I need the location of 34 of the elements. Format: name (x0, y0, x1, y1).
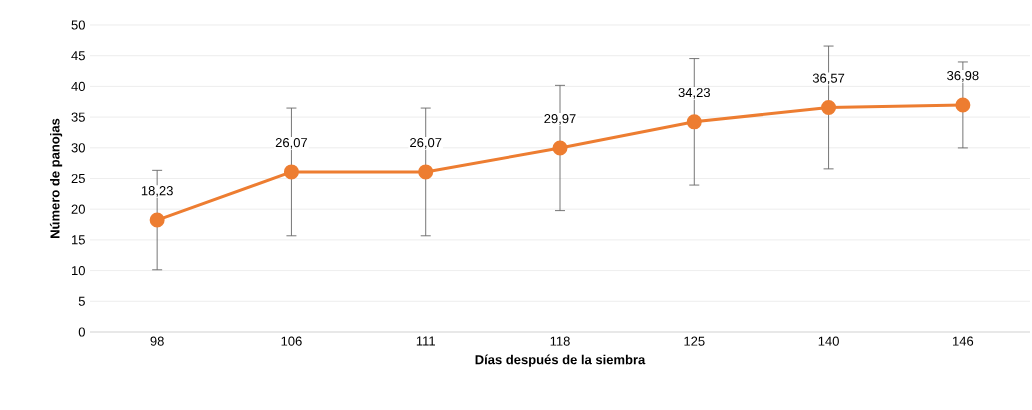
y-tick-label: 10 (72, 265, 85, 276)
y-tick-label: 25 (71, 173, 85, 184)
x-tick-label: 98 (150, 336, 164, 346)
y-axis-title: Número de panojas (49, 118, 63, 238)
data-label: 26,07 (275, 137, 308, 149)
data-label: 26,07 (410, 137, 442, 149)
x-tick-label: 111 (416, 336, 435, 346)
point (821, 99, 837, 115)
point (552, 140, 568, 156)
data-label: 18,23 (141, 186, 173, 197)
y-tick-label: 40 (71, 81, 85, 91)
point (955, 97, 971, 113)
y-tick-label: 5 (78, 296, 85, 306)
data-label: 34,23 (678, 87, 710, 99)
x-axis-title: Días después de la siembra (475, 354, 646, 367)
x-tick-label: 125 (684, 336, 705, 346)
data-label: 29,97 (544, 114, 576, 125)
point (418, 164, 434, 180)
y-tick-label: 0 (78, 327, 85, 337)
y-tick-label: 20 (71, 204, 85, 214)
data-label: 36,57 (812, 73, 845, 85)
x-tick-label: 118 (550, 336, 570, 346)
y-tick-label: 50 (71, 20, 85, 30)
data-label: 36,98 (947, 71, 979, 82)
x-tick-label: 106 (281, 336, 302, 346)
x-tick-label: 140 (818, 336, 839, 346)
point (283, 164, 299, 180)
point (686, 114, 702, 130)
y-tick-label: 15 (72, 235, 85, 245)
x-tick-label: 146 (953, 336, 974, 346)
point (149, 212, 165, 228)
y-tick-label: 45 (71, 51, 85, 61)
y-tick-label: 35 (71, 112, 85, 122)
y-tick-label: 30 (71, 143, 85, 153)
